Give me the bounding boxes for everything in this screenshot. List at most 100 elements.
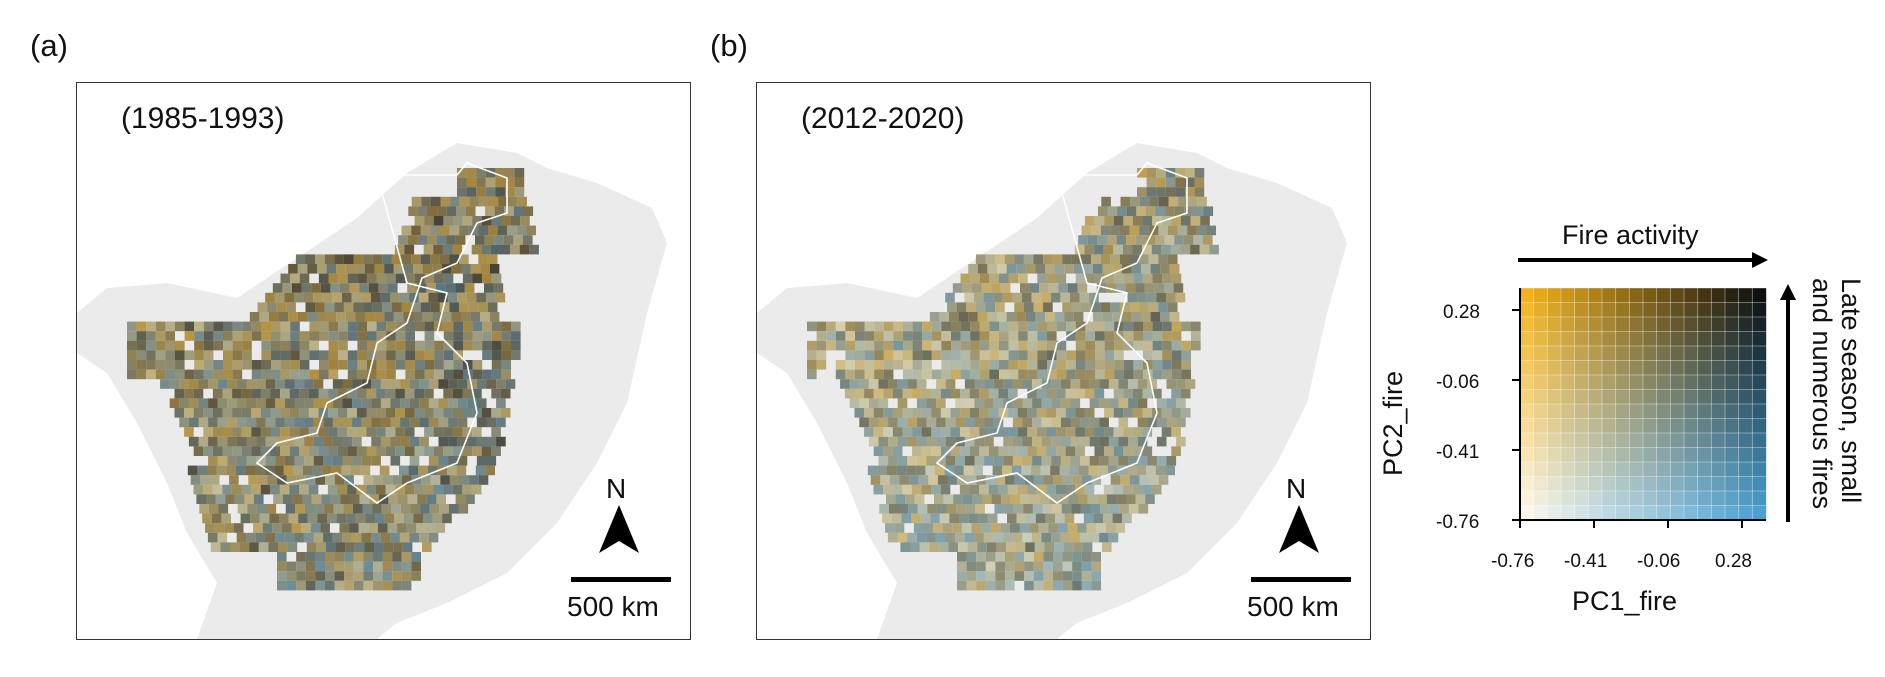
fire-cell xyxy=(404,408,415,418)
fire-cell xyxy=(367,331,377,341)
fire-cell xyxy=(270,388,281,399)
legend-cell xyxy=(1628,360,1644,376)
legend-cell xyxy=(1587,345,1603,362)
legend-cell xyxy=(1601,331,1617,347)
fire-cell xyxy=(205,523,215,533)
fire-cell xyxy=(999,331,1009,341)
fire-cell xyxy=(1156,187,1166,197)
fire-cell xyxy=(1043,561,1053,572)
legend-cell xyxy=(1656,360,1672,376)
legend-cell xyxy=(1751,432,1767,449)
fire-cell xyxy=(275,456,285,466)
fire-cell xyxy=(1116,283,1126,293)
fire-cell xyxy=(299,484,309,495)
fire-cell xyxy=(127,331,137,341)
fire-cell xyxy=(1177,225,1188,236)
fire-cell xyxy=(393,312,404,322)
fire-cell xyxy=(184,331,195,341)
fire-cell xyxy=(355,312,365,322)
fire-cell xyxy=(1068,494,1078,504)
fire-cell xyxy=(450,196,460,207)
fire-cell xyxy=(434,369,444,380)
legend-cell xyxy=(1669,302,1685,318)
fire-cell xyxy=(1054,264,1065,274)
fire-cell xyxy=(874,340,884,351)
legend-cell xyxy=(1724,287,1740,304)
fire-cell xyxy=(265,398,276,408)
fire-cell xyxy=(845,321,855,332)
fire-cell xyxy=(385,388,396,399)
fire-cell xyxy=(916,379,927,389)
fire-cell xyxy=(315,580,325,591)
fire-cell xyxy=(290,350,300,360)
fire-cell xyxy=(466,187,477,197)
legend-cell xyxy=(1546,418,1562,434)
fire-cell xyxy=(1081,552,1092,562)
fire-cell xyxy=(461,264,471,274)
fire-cell xyxy=(1162,340,1172,351)
fire-cell xyxy=(941,350,951,360)
fire-cell xyxy=(277,580,287,591)
legend-cell xyxy=(1656,403,1672,420)
fire-cell xyxy=(1045,513,1055,524)
fire-cell xyxy=(428,456,439,466)
fire-cell xyxy=(313,532,324,543)
fire-cell xyxy=(1080,417,1090,428)
fire-cell xyxy=(1025,264,1036,274)
fire-cell xyxy=(304,456,314,466)
fire-cell xyxy=(344,580,354,591)
fire-cell xyxy=(874,331,884,341)
fire-cell xyxy=(1136,206,1146,216)
fire-cell xyxy=(1161,408,1172,418)
fire-cell xyxy=(237,504,248,514)
fire-cell xyxy=(1018,340,1028,351)
fire-cell xyxy=(1047,331,1057,341)
legend-cell xyxy=(1697,331,1713,347)
fire-cell xyxy=(401,475,412,485)
fire-cell xyxy=(245,465,255,476)
fire-cell xyxy=(1013,504,1024,514)
fire-cell xyxy=(270,408,281,418)
fire-cell xyxy=(425,523,436,533)
fire-cell xyxy=(1060,417,1071,428)
fire-cell xyxy=(207,465,217,476)
fire-cell xyxy=(443,273,454,284)
fire-cell xyxy=(967,542,978,552)
fire-cell xyxy=(1066,360,1076,370)
fire-cell xyxy=(328,369,339,380)
fire-cell xyxy=(964,436,975,447)
fire-cell xyxy=(1080,436,1090,447)
fire-cell xyxy=(971,523,982,533)
fire-cell xyxy=(449,254,460,264)
fire-cell xyxy=(260,427,271,437)
fire-cell xyxy=(344,475,354,485)
fire-cell xyxy=(1001,494,1011,504)
fire-cell xyxy=(1054,312,1065,322)
fire-cell xyxy=(1033,475,1044,485)
fire-cell xyxy=(194,321,204,332)
legend-cell xyxy=(1642,360,1658,376)
fire-cell xyxy=(401,302,412,312)
fire-cell xyxy=(868,436,879,447)
fire-cell xyxy=(413,513,423,524)
legend-cell xyxy=(1546,287,1562,304)
fire-cell xyxy=(1100,254,1111,264)
fire-cell xyxy=(498,196,508,207)
fire-cell xyxy=(1128,504,1139,514)
fire-cell xyxy=(184,369,195,380)
fire-cell xyxy=(459,475,470,485)
fire-cell xyxy=(1046,427,1057,437)
legend-cell xyxy=(1574,302,1590,318)
fire-cell xyxy=(199,504,209,514)
fire-cell xyxy=(907,417,917,428)
fire-cell xyxy=(249,312,260,322)
fire-cell xyxy=(928,475,938,485)
fire-cell xyxy=(290,360,300,370)
fire-cell xyxy=(332,456,343,466)
fire-cell xyxy=(1054,542,1064,552)
legend-cell xyxy=(1533,461,1549,478)
fire-cell xyxy=(949,513,959,524)
fire-cell xyxy=(1081,254,1092,264)
fire-cell xyxy=(1056,388,1066,399)
fire-cell xyxy=(414,388,425,399)
